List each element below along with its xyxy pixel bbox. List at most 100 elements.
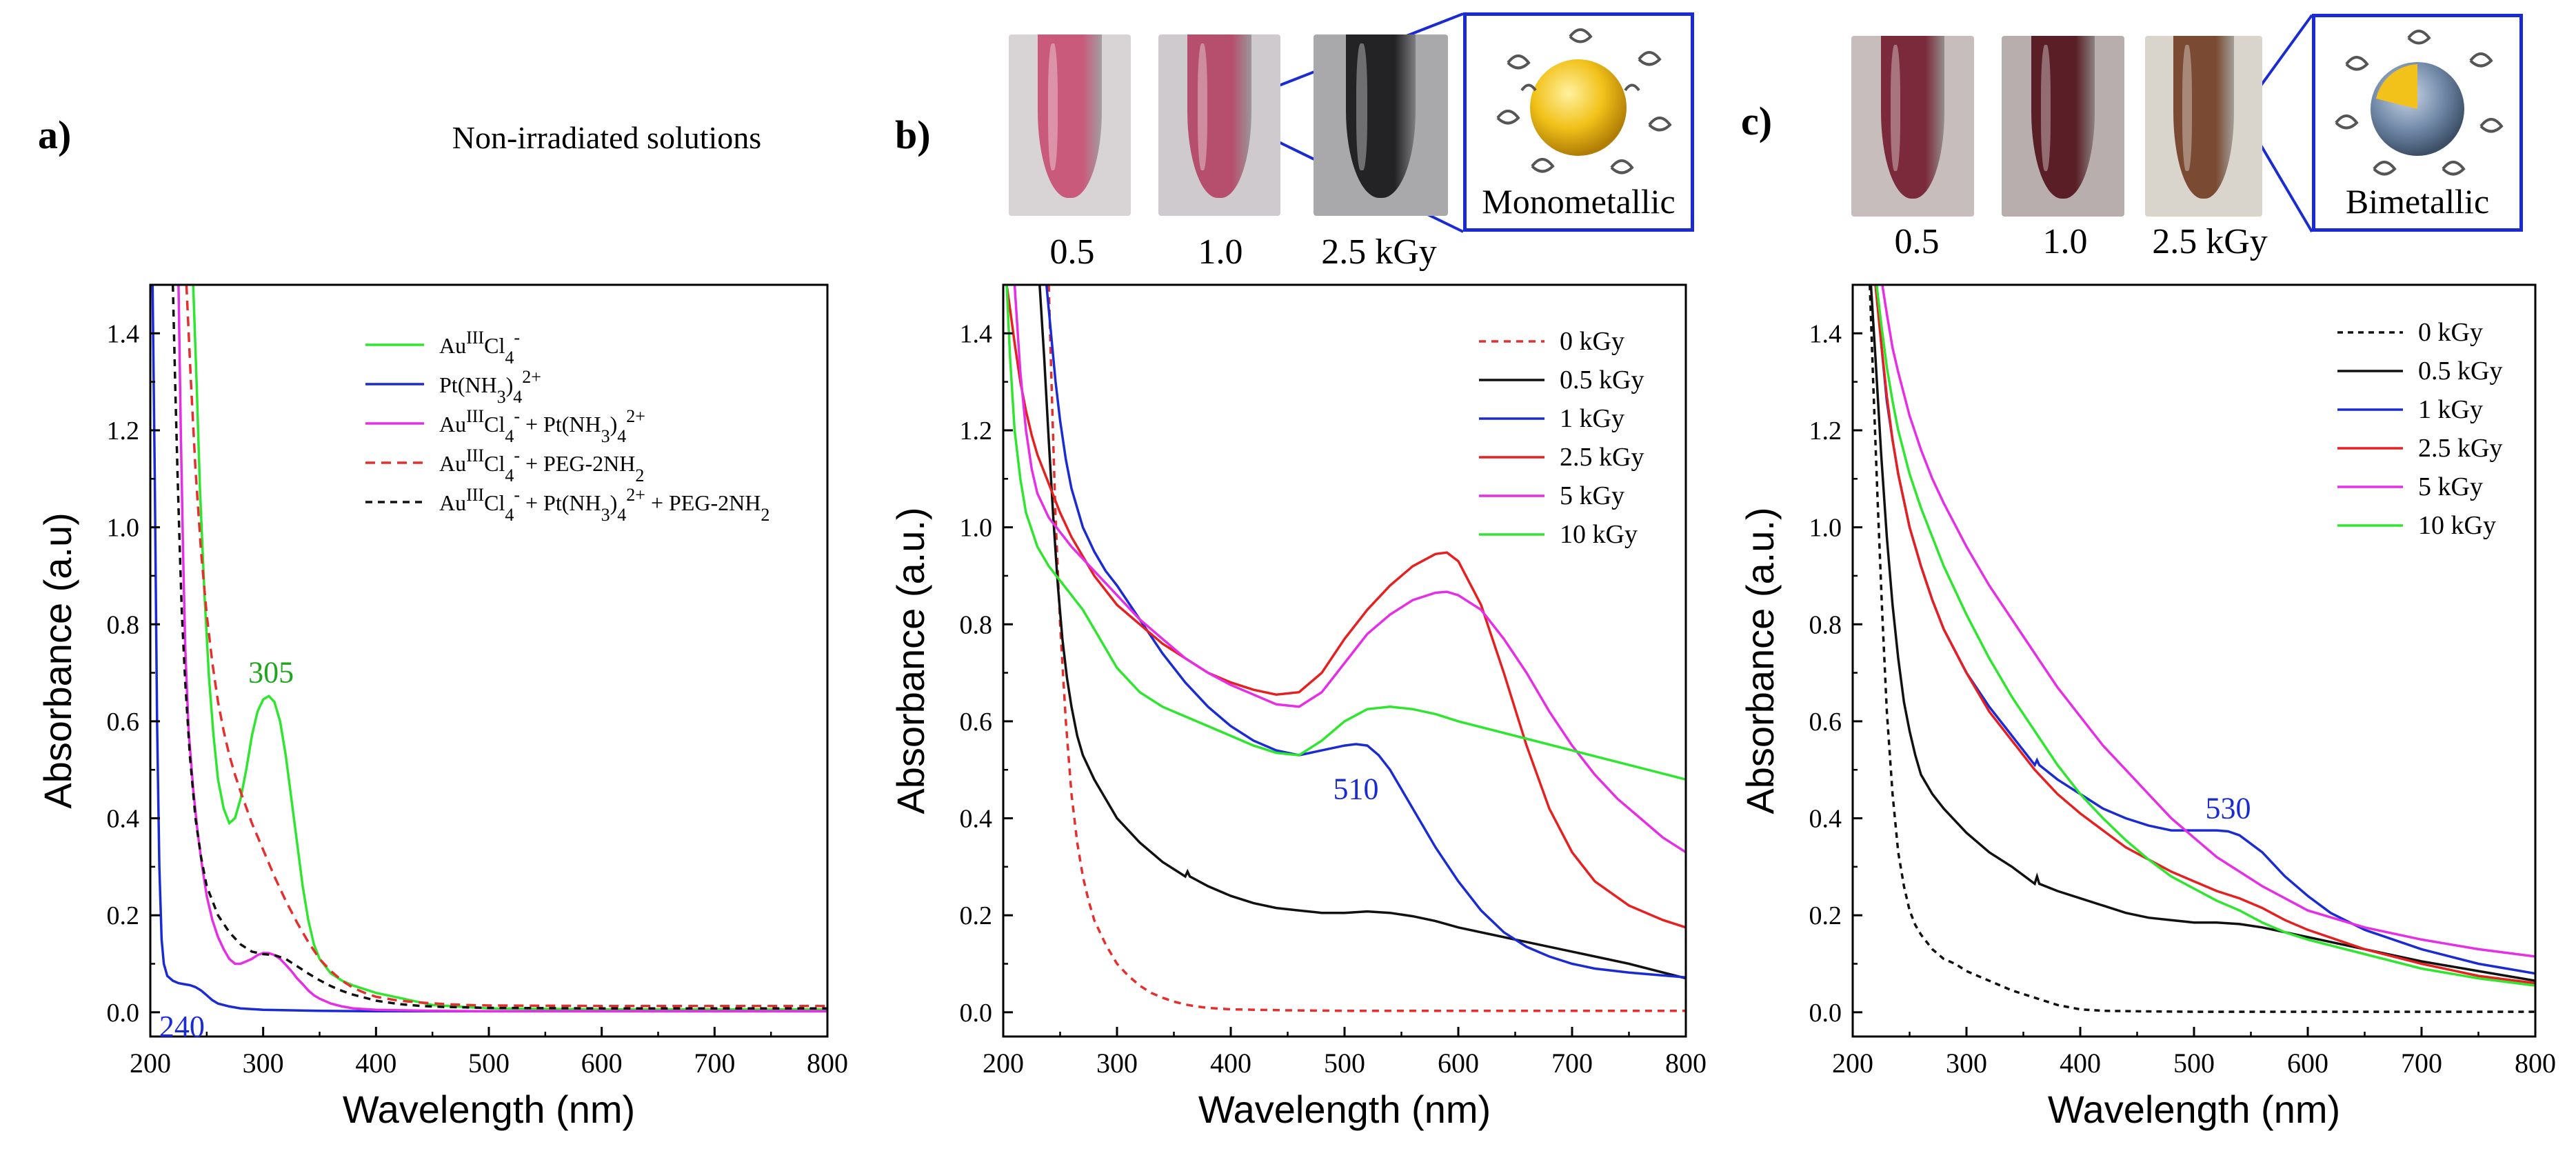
- x-tick-label: 700: [2401, 1048, 2442, 1079]
- x-tick-label: 400: [2060, 1048, 2101, 1079]
- x-tick-label: 500: [1324, 1048, 1365, 1079]
- legend-label: AuIIICl4-: [439, 328, 520, 368]
- legend-label: 2.5 kGy: [1560, 443, 1644, 472]
- y-tick-label: 1.4: [1809, 319, 1842, 348]
- zoom-connector: [2254, 134, 2313, 233]
- peak-annotation: 240: [159, 1010, 205, 1043]
- tube-liquid: [2031, 36, 2095, 199]
- x-tick-label: 300: [1946, 1048, 1987, 1079]
- peak-annotation: 305: [248, 656, 294, 690]
- bimetallic-inset: Bimetallic: [2312, 14, 2523, 232]
- y-tick-label: 0.4: [960, 805, 993, 834]
- legend-label: 0.5 kGy: [1560, 366, 1644, 394]
- series-line-1: [1869, 285, 2535, 982]
- y-tick-label: 1.2: [960, 417, 993, 446]
- y-tick-label: 0.0: [107, 999, 140, 1028]
- series-line-0: [1047, 285, 1686, 1012]
- y-tick-label: 0.0: [1809, 999, 1842, 1028]
- x-tick-label: 700: [694, 1048, 735, 1079]
- legend-label: 0.5 kGy: [2418, 357, 2502, 386]
- chart-panel-b: 200 300 400 500 600 700 800 0.0 0.2 0.4 0.6 0.8 1.0 1…: [889, 112, 1707, 1131]
- legend-label: AuIIICl4- + Pt(NH3)42+ + PEG-2NH2: [439, 485, 769, 525]
- x-axis-title: Wavelength (nm): [2048, 1088, 2340, 1131]
- legend-label: AuIIICl4- + PEG-2NH2: [439, 446, 644, 486]
- series-line-3: [1874, 285, 2535, 985]
- dose-label: 1.0: [2043, 222, 2088, 261]
- x-tick-label: 500: [468, 1048, 510, 1079]
- x-tick-label: 600: [2287, 1048, 2328, 1079]
- peak-annotation: 510: [1334, 772, 1379, 805]
- series-line-4: [1881, 285, 2535, 958]
- y-tick-label: 1.0: [107, 514, 140, 543]
- legend-label: AuIIICl4- + Pt(NH3)42+: [439, 406, 645, 446]
- tube-liquid: [1187, 34, 1251, 198]
- y-tick-label: 0.6: [107, 708, 140, 737]
- x-axis-title: Wavelength (nm): [343, 1088, 635, 1131]
- series-line-4: [1013, 285, 1686, 854]
- dose-label: 1.0: [1198, 232, 1243, 272]
- y-tick-label: 1.4: [960, 319, 993, 348]
- legend-label: 0 kGy: [1560, 327, 1624, 356]
- y-tick-label: 0.6: [960, 708, 993, 737]
- dose-label: 0.5: [1050, 232, 1095, 272]
- y-tick-label: 0.8: [960, 610, 993, 639]
- x-tick-label: 400: [355, 1048, 396, 1079]
- y-tick-label: 1.2: [1809, 417, 1842, 446]
- y-tick-label: 0.0: [960, 999, 993, 1028]
- chart-title: Non-irradiated solutions: [452, 120, 761, 155]
- series-line-0: [1869, 285, 2535, 1013]
- x-tick-label: 800: [807, 1048, 848, 1079]
- series-line-5: [1875, 285, 2535, 987]
- dose-label: 0.5: [1895, 222, 1940, 261]
- x-tick-label: 600: [581, 1048, 623, 1079]
- tube-photo-1-0-kgy: [2002, 36, 2124, 217]
- series-line-3: [185, 285, 827, 1008]
- tube-liquid: [2173, 36, 2235, 199]
- y-tick-label: 1.0: [1809, 514, 1842, 543]
- x-tick-label: 400: [1210, 1048, 1251, 1079]
- tube-photo-2-5-kgy: [1314, 34, 1448, 216]
- series-line-1: [1038, 285, 1686, 980]
- tube-photo-0-5-kgy: [1009, 34, 1131, 216]
- legend-label: 10 kGy: [1560, 520, 1638, 549]
- y-axis-title: Absorbance (a.u.): [1738, 507, 1782, 814]
- y-tick-label: 1.4: [107, 319, 140, 348]
- y-tick-label: 0.2: [960, 901, 993, 930]
- y-tick-label: 0.6: [1809, 708, 1842, 737]
- legend: 0 kGy 0.5 kGy 1 kGy 2.5 kGy 5 kGy 10 kGy: [1479, 327, 1644, 549]
- x-tick-label: 600: [1438, 1048, 1479, 1079]
- legend-label: 5 kGy: [1560, 481, 1624, 510]
- y-tick-label: 1.2: [107, 417, 140, 446]
- x-axis-title: Wavelength (nm): [1198, 1088, 1491, 1131]
- tube-liquid: [1880, 36, 1945, 199]
- y-tick-label: 0.4: [1809, 805, 1842, 834]
- panel-letter: a): [38, 112, 71, 157]
- y-tick-label: 0.8: [1809, 610, 1842, 639]
- plot-frame: [1002, 283, 1687, 1038]
- peak-annotation: 530: [2206, 791, 2251, 825]
- x-tick-label: 500: [2173, 1048, 2215, 1079]
- legend: 0 kGy 0.5 kGy 1 kGy 2.5 kGy 5 kGy 10 kGy: [2337, 318, 2502, 540]
- dose-label: 2.5 kGy: [2152, 222, 2268, 261]
- legend: AuIIICl4-Pt(NH3)42+AuIIICl4- + Pt(NH3)42…: [365, 328, 769, 525]
- series-line-2: [177, 285, 827, 1013]
- series-line-4: [171, 285, 827, 1010]
- bimetallic-label: Bimetallic: [2345, 182, 2490, 221]
- legend-label: 1 kGy: [1560, 404, 1624, 433]
- y-tick-label: 0.8: [107, 610, 140, 639]
- x-tick-label: 200: [983, 1048, 1024, 1079]
- dose-label: 2.5 kGy: [1321, 232, 1437, 272]
- tube-photo-0-5-kgy: [1851, 36, 1974, 217]
- series-line-2: [1875, 285, 2535, 975]
- chart-panel-a: 200 300 400 500 600 700 800 0.0 0.2 0.4 0.6 0.8 1.0 1…: [36, 112, 848, 1131]
- x-tick-label: 800: [2515, 1048, 2556, 1079]
- tube-photo-2-5-kgy: [2145, 36, 2262, 217]
- x-tick-label: 700: [1551, 1048, 1593, 1079]
- tube-liquid: [1038, 34, 1102, 198]
- x-tick-label: 800: [1665, 1048, 1707, 1079]
- x-tick-label: 300: [243, 1048, 284, 1079]
- x-tick-label: 200: [130, 1048, 171, 1079]
- y-tick-label: 1.0: [960, 514, 993, 543]
- x-tick-label: 200: [1832, 1048, 1873, 1079]
